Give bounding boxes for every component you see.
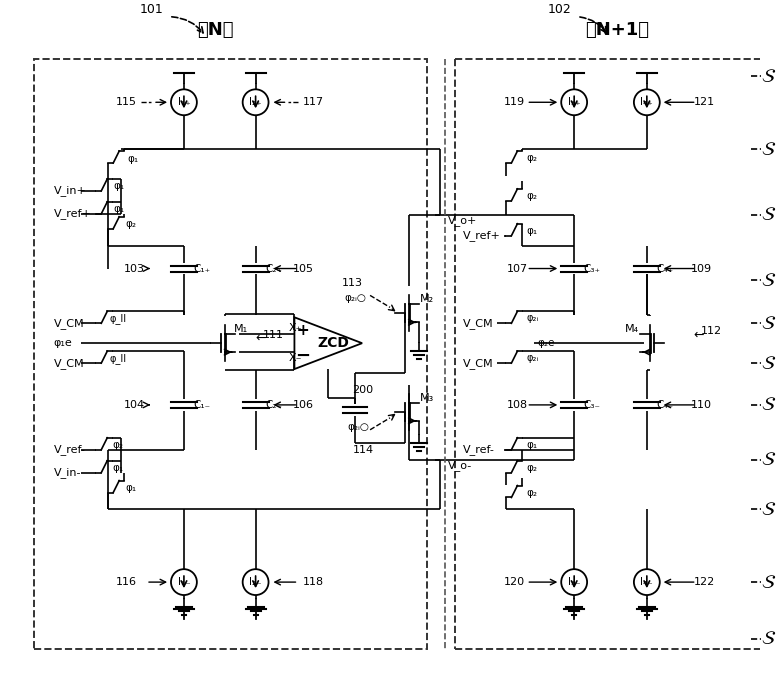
Text: 200: 200 (352, 385, 373, 395)
Text: I₃₋: I₃₋ (568, 577, 580, 587)
Text: +: + (296, 322, 309, 338)
Text: $\mathcal{S}$: $\mathcal{S}$ (761, 206, 776, 224)
Text: 120: 120 (504, 577, 525, 587)
Text: $\mathcal{S}$: $\mathcal{S}$ (761, 629, 776, 648)
Text: 第N级: 第N级 (198, 21, 234, 39)
Text: 101: 101 (139, 3, 163, 16)
Text: 104: 104 (124, 400, 145, 410)
Text: C₂₋: C₂₋ (265, 400, 282, 410)
Text: 111: 111 (263, 330, 284, 340)
Text: $\mathcal{S}$: $\mathcal{S}$ (761, 572, 776, 592)
Text: 114: 114 (352, 445, 373, 455)
Text: φ₂ᵢ○: φ₂ᵢ○ (347, 422, 369, 432)
Text: φ₁: φ₁ (114, 181, 124, 191)
Text: C₁₋: C₁₋ (193, 400, 210, 410)
Text: 105: 105 (293, 264, 314, 273)
Text: 108: 108 (506, 400, 528, 410)
Text: φ₂: φ₂ (113, 439, 124, 450)
Text: V_in+: V_in+ (54, 185, 86, 197)
Text: C₄₋: C₄₋ (656, 400, 673, 410)
Text: 116: 116 (116, 577, 137, 587)
Bar (33, 60, 427, 649)
Text: φ₂: φ₂ (527, 463, 538, 473)
Text: 107: 107 (506, 264, 528, 273)
Text: φ₂: φ₂ (126, 219, 137, 229)
Text: ZCD: ZCD (317, 336, 349, 350)
Text: V_o+: V_o+ (447, 215, 477, 226)
Text: M₃: M₃ (419, 393, 434, 403)
Text: V_ref+: V_ref+ (463, 230, 500, 241)
Text: 118: 118 (303, 577, 324, 587)
Text: 106: 106 (293, 400, 314, 410)
Text: φ₂ᵢ○: φ₂ᵢ○ (344, 293, 366, 303)
Text: $\mathcal{S}$: $\mathcal{S}$ (761, 354, 776, 372)
Text: φ_II: φ_II (110, 313, 127, 324)
Text: C₃₊: C₃₊ (584, 264, 601, 273)
Text: M₂: M₂ (420, 294, 434, 304)
Text: φ_II: φ_II (110, 353, 127, 363)
Text: C₂₊: C₂₊ (265, 264, 282, 273)
Text: V_ref-: V_ref- (54, 444, 86, 455)
Text: I₄₊: I₄₊ (640, 98, 654, 107)
Text: φ₂e: φ₂e (538, 338, 555, 348)
Text: $\mathcal{S}$: $\mathcal{S}$ (761, 140, 776, 158)
Text: 第N+1级: 第N+1级 (585, 21, 649, 39)
Text: $\mathcal{S}$: $\mathcal{S}$ (761, 395, 776, 415)
Text: 112: 112 (701, 326, 722, 336)
Text: V_CM: V_CM (463, 318, 493, 329)
Text: C₁₊: C₁₊ (193, 264, 210, 273)
Text: 102: 102 (548, 3, 571, 16)
Text: $\mathcal{S}$: $\mathcal{S}$ (761, 450, 776, 469)
Text: I₂₋: I₂₋ (249, 577, 262, 587)
Text: I₄₋: I₄₋ (640, 577, 654, 587)
Text: 122: 122 (694, 577, 715, 587)
Text: φ₁: φ₁ (527, 226, 538, 236)
Text: V_o-: V_o- (447, 460, 472, 471)
Text: φ₁: φ₁ (527, 439, 538, 450)
Text: 115: 115 (116, 98, 137, 107)
Text: V_in-: V_in- (54, 467, 81, 478)
Text: φ₁: φ₁ (113, 463, 124, 473)
Text: M₄: M₄ (625, 325, 639, 334)
Text: φ₂: φ₂ (527, 487, 538, 498)
Text: φ₁: φ₁ (125, 482, 137, 493)
Text: I₃₊: I₃₊ (568, 98, 580, 107)
Text: 117: 117 (303, 98, 324, 107)
Text: φ₁e: φ₁e (54, 338, 72, 348)
Text: φ₂ᵢ: φ₂ᵢ (526, 353, 538, 363)
Text: $\mathcal{S}$: $\mathcal{S}$ (761, 500, 776, 519)
Text: V_CM: V_CM (54, 358, 84, 369)
Text: φ₁: φ₁ (114, 203, 124, 214)
Text: C₃₋: C₃₋ (584, 400, 601, 410)
Text: V_ref+: V_ref+ (54, 208, 91, 219)
Text: φ₂: φ₂ (527, 191, 538, 201)
Text: I₁₊: I₁₊ (177, 98, 191, 107)
Text: M₁: M₁ (233, 325, 247, 334)
Text: 119: 119 (504, 98, 525, 107)
Text: V_CM: V_CM (463, 358, 493, 369)
Text: C₄₊: C₄₊ (656, 264, 673, 273)
Text: φ₂: φ₂ (527, 153, 538, 163)
Text: ←: ← (693, 329, 704, 342)
Text: −: − (295, 347, 310, 365)
Text: 121: 121 (694, 98, 715, 107)
Text: $\mathcal{S}$: $\mathcal{S}$ (761, 67, 776, 86)
Text: $\mathcal{S}$: $\mathcal{S}$ (761, 271, 776, 290)
Text: V_CM: V_CM (54, 318, 84, 329)
Text: $\mathcal{S}$: $\mathcal{S}$ (761, 313, 776, 333)
Text: 110: 110 (691, 400, 712, 410)
Text: 103: 103 (124, 264, 145, 273)
Text: V_ref-: V_ref- (463, 444, 495, 455)
Text: φ₂ᵢ: φ₂ᵢ (526, 313, 538, 323)
Text: X₋: X₋ (289, 353, 302, 363)
Text: 109: 109 (691, 264, 712, 273)
Text: ←: ← (255, 331, 266, 345)
Text: I₁₋: I₁₋ (177, 577, 191, 587)
Text: φ₁: φ₁ (128, 154, 138, 164)
Text: I₂₊: I₂₊ (249, 98, 262, 107)
Text: 113: 113 (342, 278, 363, 289)
Text: X₊: X₊ (289, 323, 302, 334)
